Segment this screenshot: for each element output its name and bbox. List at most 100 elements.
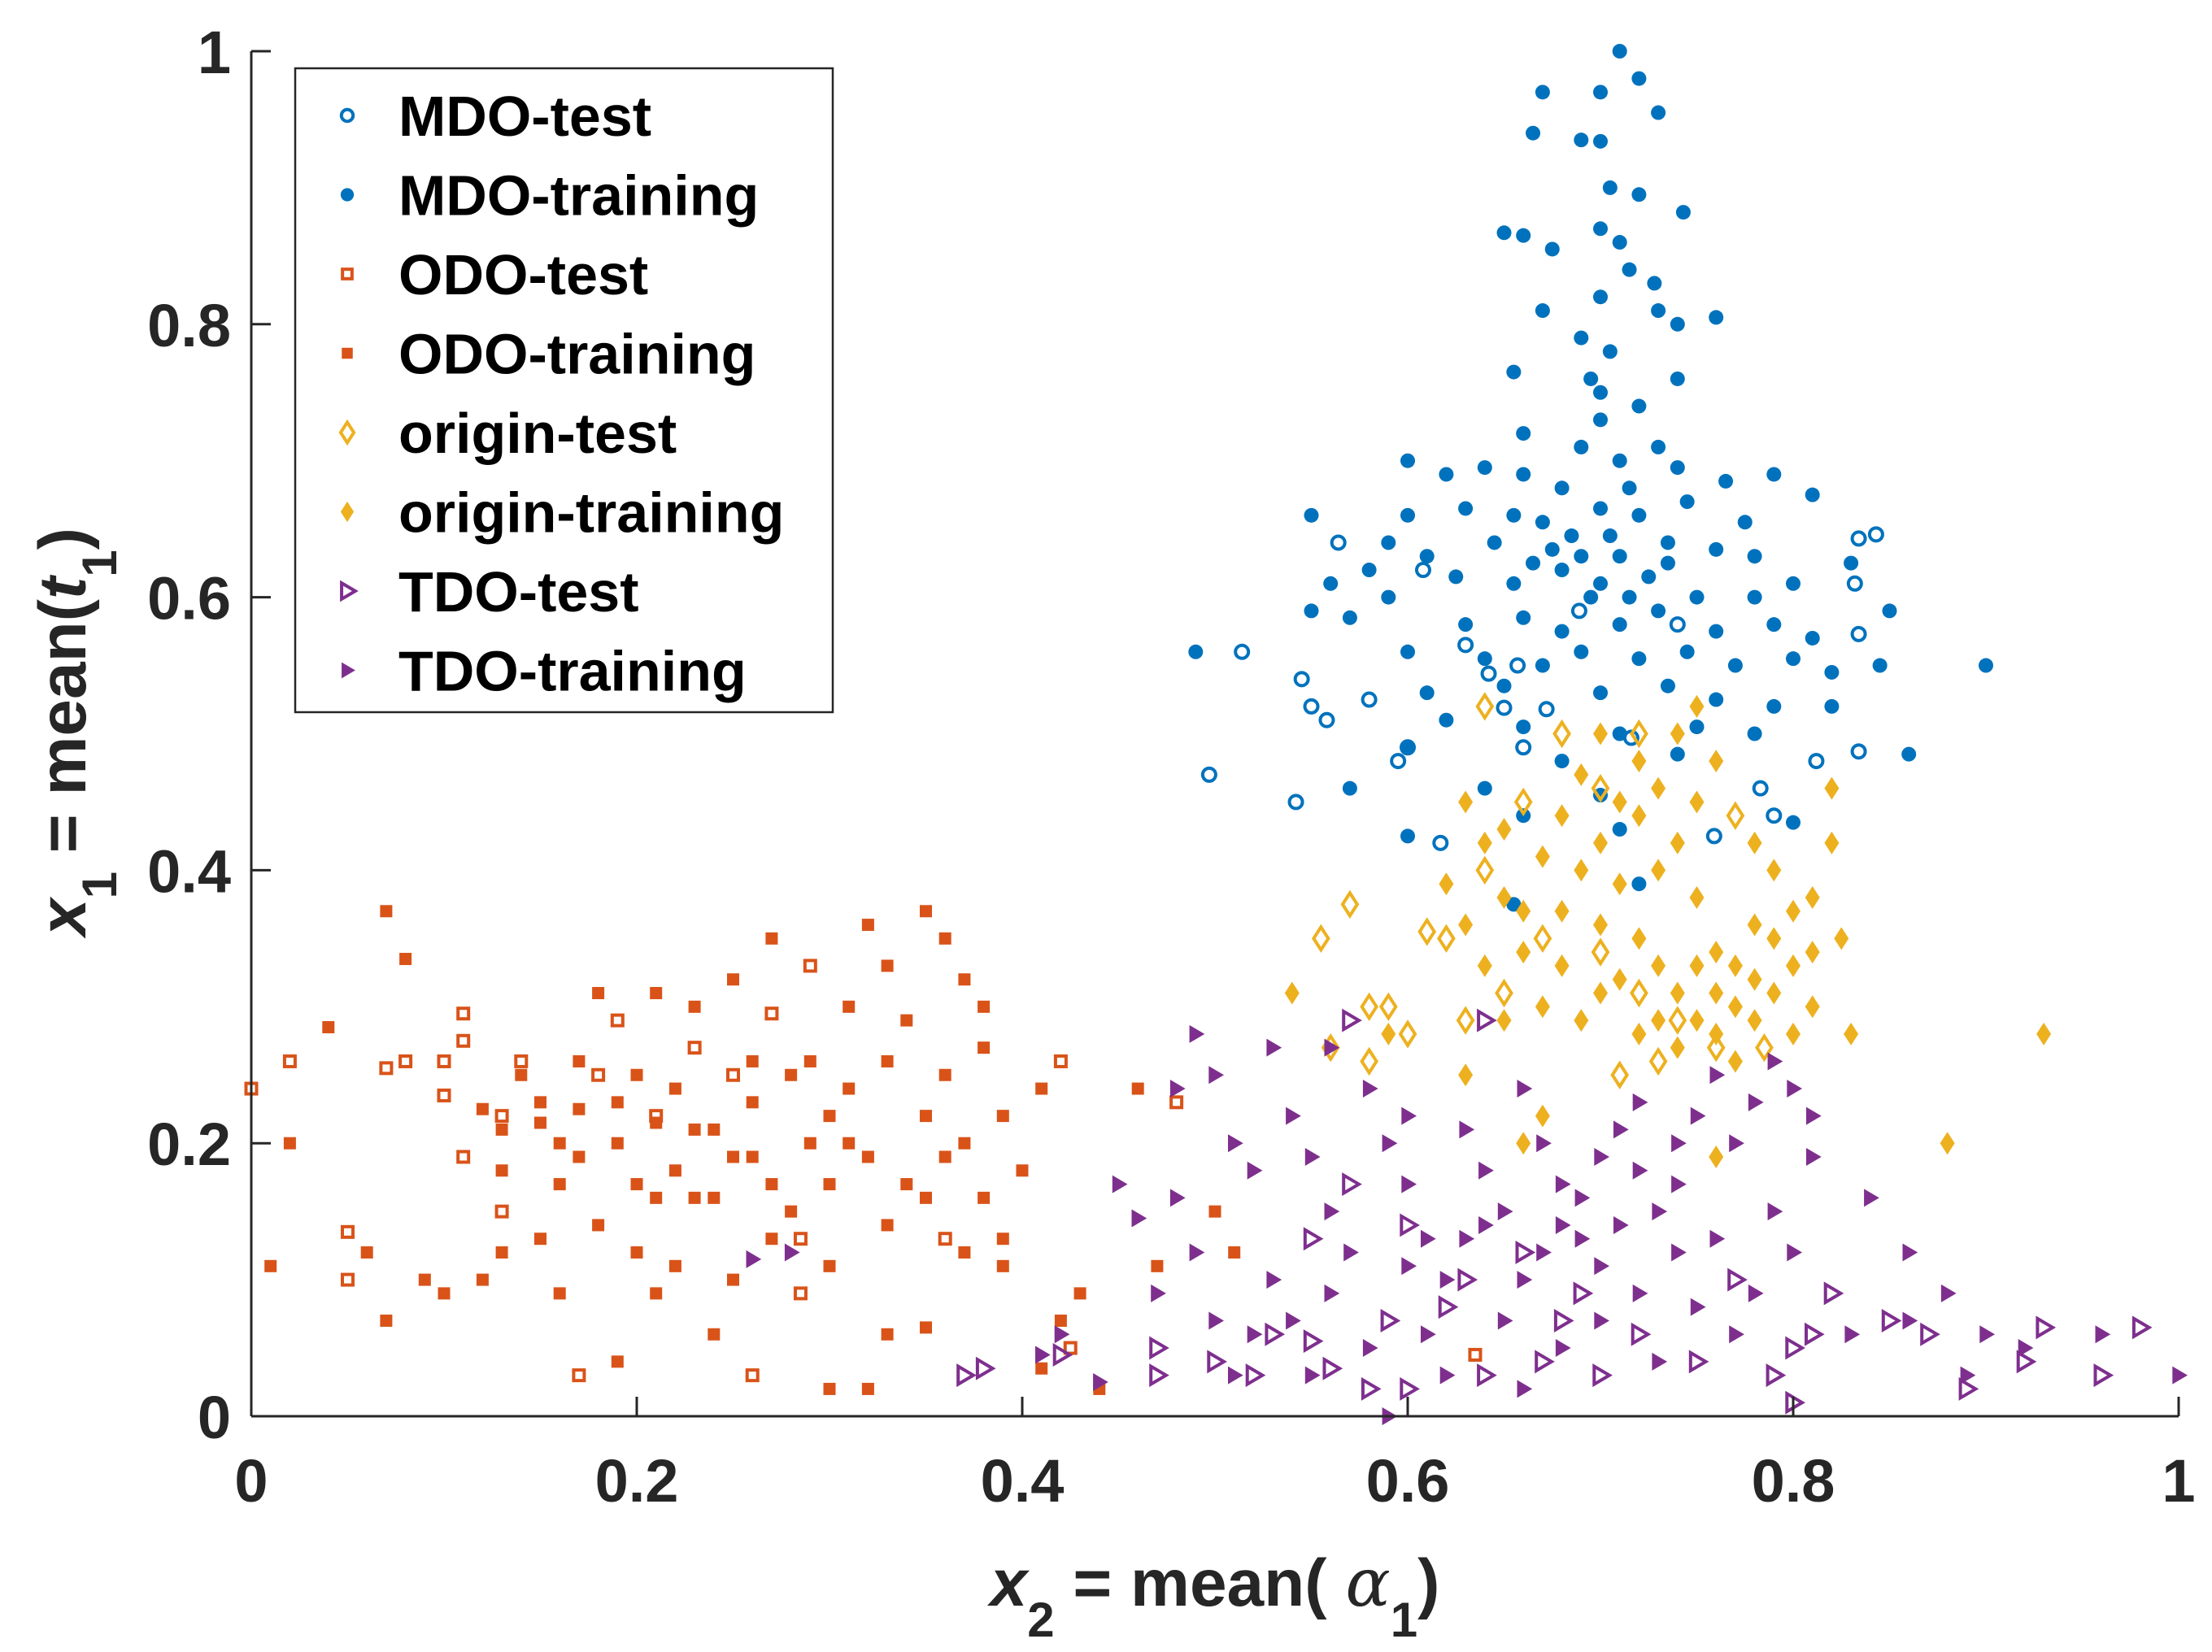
data-point-tdo-training [1555, 1215, 1571, 1234]
data-point-tdo-training [746, 1250, 762, 1268]
x-tick-label: 0.6 [1366, 1447, 1450, 1515]
data-point-tdo-training [1671, 1175, 1687, 1193]
data-point-odo-training [938, 1150, 951, 1163]
data-point-mdo-training [1660, 535, 1675, 550]
data-point-mdo-test [1432, 834, 1449, 851]
data-point-odo-test [793, 1232, 808, 1246]
data-point-mdo-training [1786, 576, 1801, 591]
data-point-mdo-test [1414, 562, 1431, 579]
data-point-mdo-training [1526, 125, 1541, 141]
legend-marker-circle-icon [339, 107, 355, 124]
data-point-mdo-training [1805, 630, 1820, 646]
data-point-origin-training [1747, 967, 1762, 991]
data-point-odo-test [494, 1109, 509, 1124]
data-point-mdo-training [1419, 549, 1435, 564]
data-point-mdo-training [1400, 828, 1415, 844]
data-point-odo-test [610, 1013, 625, 1028]
data-point-origin-training [1709, 750, 1724, 773]
data-point-mdo-training [1506, 897, 1522, 912]
data-point-mdo-training [1496, 678, 1512, 693]
data-point-mdo-training [1361, 563, 1377, 578]
data-point-mdo-test [1752, 780, 1769, 797]
data-point-tdo-test [1477, 1008, 1497, 1032]
legend-marker-circle-icon [340, 188, 355, 202]
legend-label: TDO-training [398, 640, 747, 703]
data-point-mdo-test [1287, 793, 1304, 811]
data-point-odo-training [495, 1164, 508, 1177]
data-point-origin-test [1417, 917, 1437, 946]
data-point-origin-training [1670, 1036, 1685, 1059]
data-point-odo-test [398, 1054, 413, 1068]
x-tick-label: 0.8 [1752, 1447, 1835, 1515]
data-point-tdo-training [1286, 1106, 1301, 1125]
data-point-origin-test [1610, 1060, 1630, 1089]
data-point-mdo-training [1554, 480, 1570, 496]
legend-item-mdo-test: MDO-test [339, 85, 651, 148]
data-point-odo-training [708, 1191, 721, 1204]
data-point-tdo-training [1131, 1209, 1147, 1228]
data-point-tdo-training [1324, 1202, 1340, 1221]
data-point-tdo-training [1729, 1134, 1744, 1153]
data-point-mdo-training [1872, 658, 1888, 673]
data-point-origin-test [1495, 978, 1513, 1008]
data-point-mdo-training [1342, 610, 1357, 625]
data-point-origin-training [1574, 763, 1589, 786]
data-point-origin-training [1689, 1009, 1705, 1032]
data-point-origin-training [1747, 913, 1762, 937]
data-point-tdo-training [1632, 1093, 1648, 1111]
data-point-origin-training [1496, 1009, 1512, 1032]
data-point-mdo-training [1188, 644, 1204, 659]
data-point-tdo-training [1671, 1243, 1687, 1262]
data-point-tdo-training [1748, 1284, 1764, 1302]
data-point-odo-training [495, 1246, 508, 1259]
data-point-mdo-test [1669, 616, 1686, 633]
series-mdo-training [1188, 44, 1993, 912]
legend-item-tdo-training: TDO-training [342, 640, 747, 703]
data-point-origin-training [1727, 995, 1743, 1019]
data-point-mdo-training [1381, 589, 1396, 605]
data-point-origin-training [1458, 913, 1474, 937]
data-point-mdo-training [1766, 467, 1782, 482]
series-tdo-training [746, 1024, 2188, 1425]
data-point-tdo-training [1574, 1229, 1591, 1248]
data-point-tdo-training [1594, 1147, 1609, 1166]
data-point-origin-test [1668, 1006, 1687, 1035]
data-point-odo-training [688, 1191, 701, 1204]
data-point-mdo-training [1535, 85, 1550, 100]
data-point-mdo-training [1660, 555, 1675, 571]
data-point-origin-training [1805, 885, 1820, 909]
data-point-mdo-training [1622, 480, 1637, 496]
data-point-odo-training [573, 1054, 586, 1067]
x-tick-label: 0.4 [981, 1447, 1065, 1515]
data-point-tdo-training [1671, 1134, 1687, 1153]
data-point-tdo-test [1322, 1356, 1343, 1380]
data-point-odo-training [476, 1273, 489, 1286]
data-point-tdo-test [1457, 1267, 1478, 1292]
data-point-tdo-training [1902, 1243, 1918, 1262]
legend-box [294, 67, 834, 714]
data-point-odo-test [938, 1232, 952, 1246]
data-point-mdo-training [1709, 541, 1724, 557]
data-point-odo-training [668, 1164, 681, 1177]
data-point-odo-training [553, 1287, 566, 1300]
data-point-odo-test [456, 1033, 471, 1048]
data-point-origin-training [1612, 967, 1627, 991]
data-point-mdo-training [1400, 453, 1415, 468]
data-point-tdo-training [1478, 1215, 1494, 1234]
data-point-origin-training [1805, 995, 1820, 1019]
data-point-odo-test [1053, 1054, 1068, 1068]
data-point-mdo-test [1457, 637, 1474, 654]
data-point-mdo-training [1631, 876, 1647, 892]
data-point-odo-training [978, 1191, 991, 1204]
data-point-origin-training [1670, 831, 1685, 854]
data-point-origin-test [1437, 924, 1456, 954]
data-point-origin-training [1631, 1022, 1647, 1046]
data-point-odo-test [591, 1067, 606, 1082]
legend-label: ODO-training [398, 323, 755, 386]
data-point-mdo-training [1670, 460, 1685, 476]
data-point-tdo-training [1748, 1093, 1764, 1111]
legend-marker-triangle-right-icon [340, 580, 359, 602]
data-point-odo-training [996, 1232, 1009, 1246]
data-point-tdo-training [1767, 1052, 1783, 1071]
